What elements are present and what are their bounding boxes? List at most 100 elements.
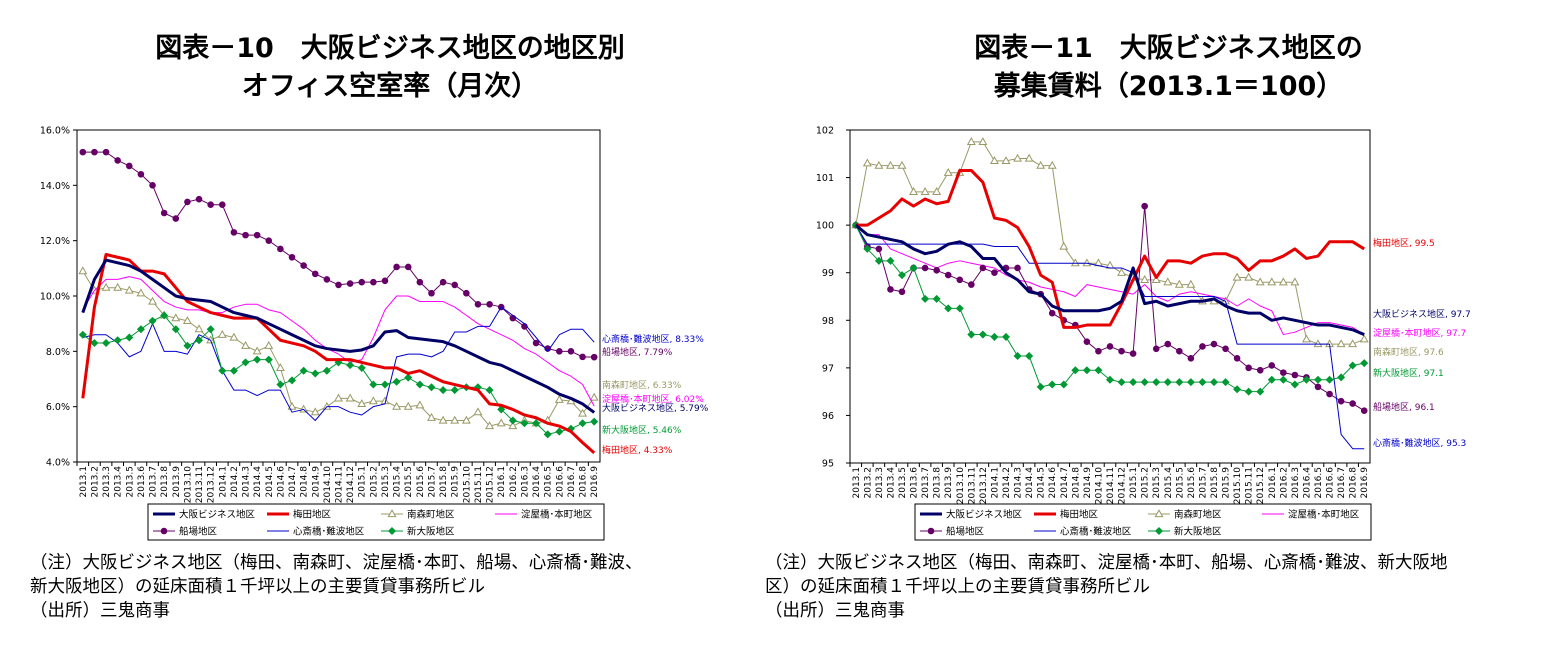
legend-marker (387, 526, 397, 536)
data-point-minamimorimachi (1267, 277, 1277, 286)
x-tick-label: 2014.12 (346, 466, 356, 503)
data-point-semba (114, 157, 121, 164)
series-umeda (855, 168, 1366, 329)
data-point-shinosaka (1071, 366, 1080, 375)
data-point-shinosaka (288, 376, 297, 385)
data-point-minamimorimachi (1348, 339, 1358, 348)
legend-item-minamimorimachi: 南森町地区 (1148, 509, 1222, 521)
data-point-minamimorimachi (241, 340, 250, 349)
data-point-minamimorimachi (1024, 153, 1034, 162)
data-point-shinosaka (427, 383, 436, 392)
data-point-semba (1280, 369, 1287, 376)
legend-label: 梅田地区 (1060, 509, 1099, 521)
data-point-shinosaka (874, 256, 883, 265)
chart-title: 図表－11 大阪ビジネス地区の 募集賃料（2013.1＝100） (780, 30, 1557, 106)
legend-box (147, 503, 605, 541)
data-point-semba (1118, 347, 1125, 355)
y-tick-label: 8.0% (46, 347, 70, 358)
x-tick-label: 2014.7 (288, 466, 298, 498)
data-point-shinosaka (299, 366, 308, 375)
x-tick-label: 2016.2 (1279, 467, 1289, 499)
x-tick-label: 2013.11 (967, 467, 977, 504)
data-point-shinosaka (218, 366, 227, 375)
series-osaka (854, 223, 1365, 336)
data-point-semba (102, 148, 110, 156)
data-point-minamimorimachi (885, 160, 895, 169)
data-point-minamimorimachi (182, 316, 192, 324)
end-label-semba: 船場地区, 96.1 (1373, 401, 1435, 413)
data-point-shinosaka (113, 336, 122, 345)
data-point-minamimorimachi (1301, 334, 1311, 343)
data-point-shinosaka (1001, 332, 1011, 341)
data-point-shinosaka (1233, 385, 1242, 394)
data-point-semba (1141, 202, 1148, 210)
data-point-semba (404, 263, 412, 271)
data-point-minamimorimachi (1290, 277, 1300, 286)
data-point-minamimorimachi (124, 285, 134, 294)
legend-label: 大阪ビジネス地区 (179, 509, 256, 521)
data-point-minamimorimachi (368, 396, 378, 405)
legend-item-minamimorimachi: 南森町地区 (381, 509, 455, 521)
x-tick-label: 2016.4 (1302, 467, 1312, 499)
series-yodoyabashi (82, 276, 595, 407)
data-point-minamimorimachi (299, 404, 309, 413)
data-point-semba (370, 278, 377, 286)
data-point-shinosaka (241, 358, 250, 367)
data-point-shinosaka (1175, 378, 1184, 387)
data-point-semba (335, 281, 342, 289)
data-point-semba (1164, 340, 1172, 348)
x-tick-label: 2015.12 (1256, 467, 1266, 504)
data-point-semba (1233, 355, 1241, 362)
x-tick-label: 2014.11 (335, 466, 345, 503)
data-point-shinosaka (102, 339, 111, 348)
data-point-semba (1256, 366, 1264, 374)
x-tick-label: 2016.2 (509, 466, 519, 498)
data-point-semba (311, 270, 319, 278)
data-point-shinosaka (253, 355, 262, 364)
data-point-semba (1152, 345, 1160, 353)
data-point-minamimorimachi (1047, 160, 1057, 169)
x-tick-label: 2014.2 (230, 466, 240, 498)
x-tick-label: 2016.8 (579, 466, 589, 498)
data-point-minamimorimachi (485, 421, 495, 430)
y-tick-label: 4.0% (46, 458, 70, 469)
x-tick-label: 2013.5 (898, 467, 908, 499)
data-point-shinosaka (276, 380, 285, 389)
series-line-shinsaibashi (82, 306, 595, 421)
data-point-semba (933, 267, 940, 274)
data-point-shinosaka (264, 355, 273, 364)
legend-label: 南森町地区 (407, 509, 455, 521)
data-point-shinosaka (404, 373, 413, 382)
end-label-minamimorimachi: 南森町地区, 6.33% (602, 379, 682, 391)
x-tick-label: 2015.10 (1233, 467, 1243, 504)
x-tick-label: 2015.1 (358, 466, 368, 498)
legend-label: 淀屋橋･本町地区 (521, 509, 593, 521)
data-point-shinosaka (1290, 380, 1299, 389)
data-point-semba (416, 278, 424, 286)
x-tick-label: 2014.7 (1060, 467, 1070, 499)
x-tick-label: 2014.3 (1014, 467, 1024, 499)
data-point-semba (956, 276, 964, 284)
x-tick-label: 2013.12 (207, 466, 217, 503)
data-point-minamimorimachi (978, 137, 988, 145)
data-point-semba (288, 253, 296, 261)
data-point-shinosaka (1036, 382, 1045, 391)
series-line-osaka (81, 258, 596, 414)
end-label-osaka: 大阪ビジネス地区, 97.7 (1373, 308, 1471, 320)
x-tick-label: 2013.6 (910, 467, 920, 499)
data-point-shinosaka (1013, 351, 1022, 360)
x-tick-label: 2015.10 (462, 466, 472, 503)
y-tick-label: 14.0% (40, 181, 70, 192)
series-line-shinsaibashi (855, 224, 1365, 450)
data-point-shinosaka (380, 380, 389, 389)
data-point-shinosaka (1048, 380, 1057, 389)
data-point-shinosaka (311, 369, 320, 378)
data-point-minamimorimachi (589, 392, 599, 401)
x-tick-label: 2016.5 (1314, 467, 1324, 499)
chart-title: 図表－10 大阪ビジネス地区の地区別 オフィス空室率（月次） (0, 30, 780, 106)
data-point-minamimorimachi (1151, 275, 1161, 283)
data-point-shinosaka (160, 311, 169, 320)
data-point-shinosaka (508, 416, 517, 425)
